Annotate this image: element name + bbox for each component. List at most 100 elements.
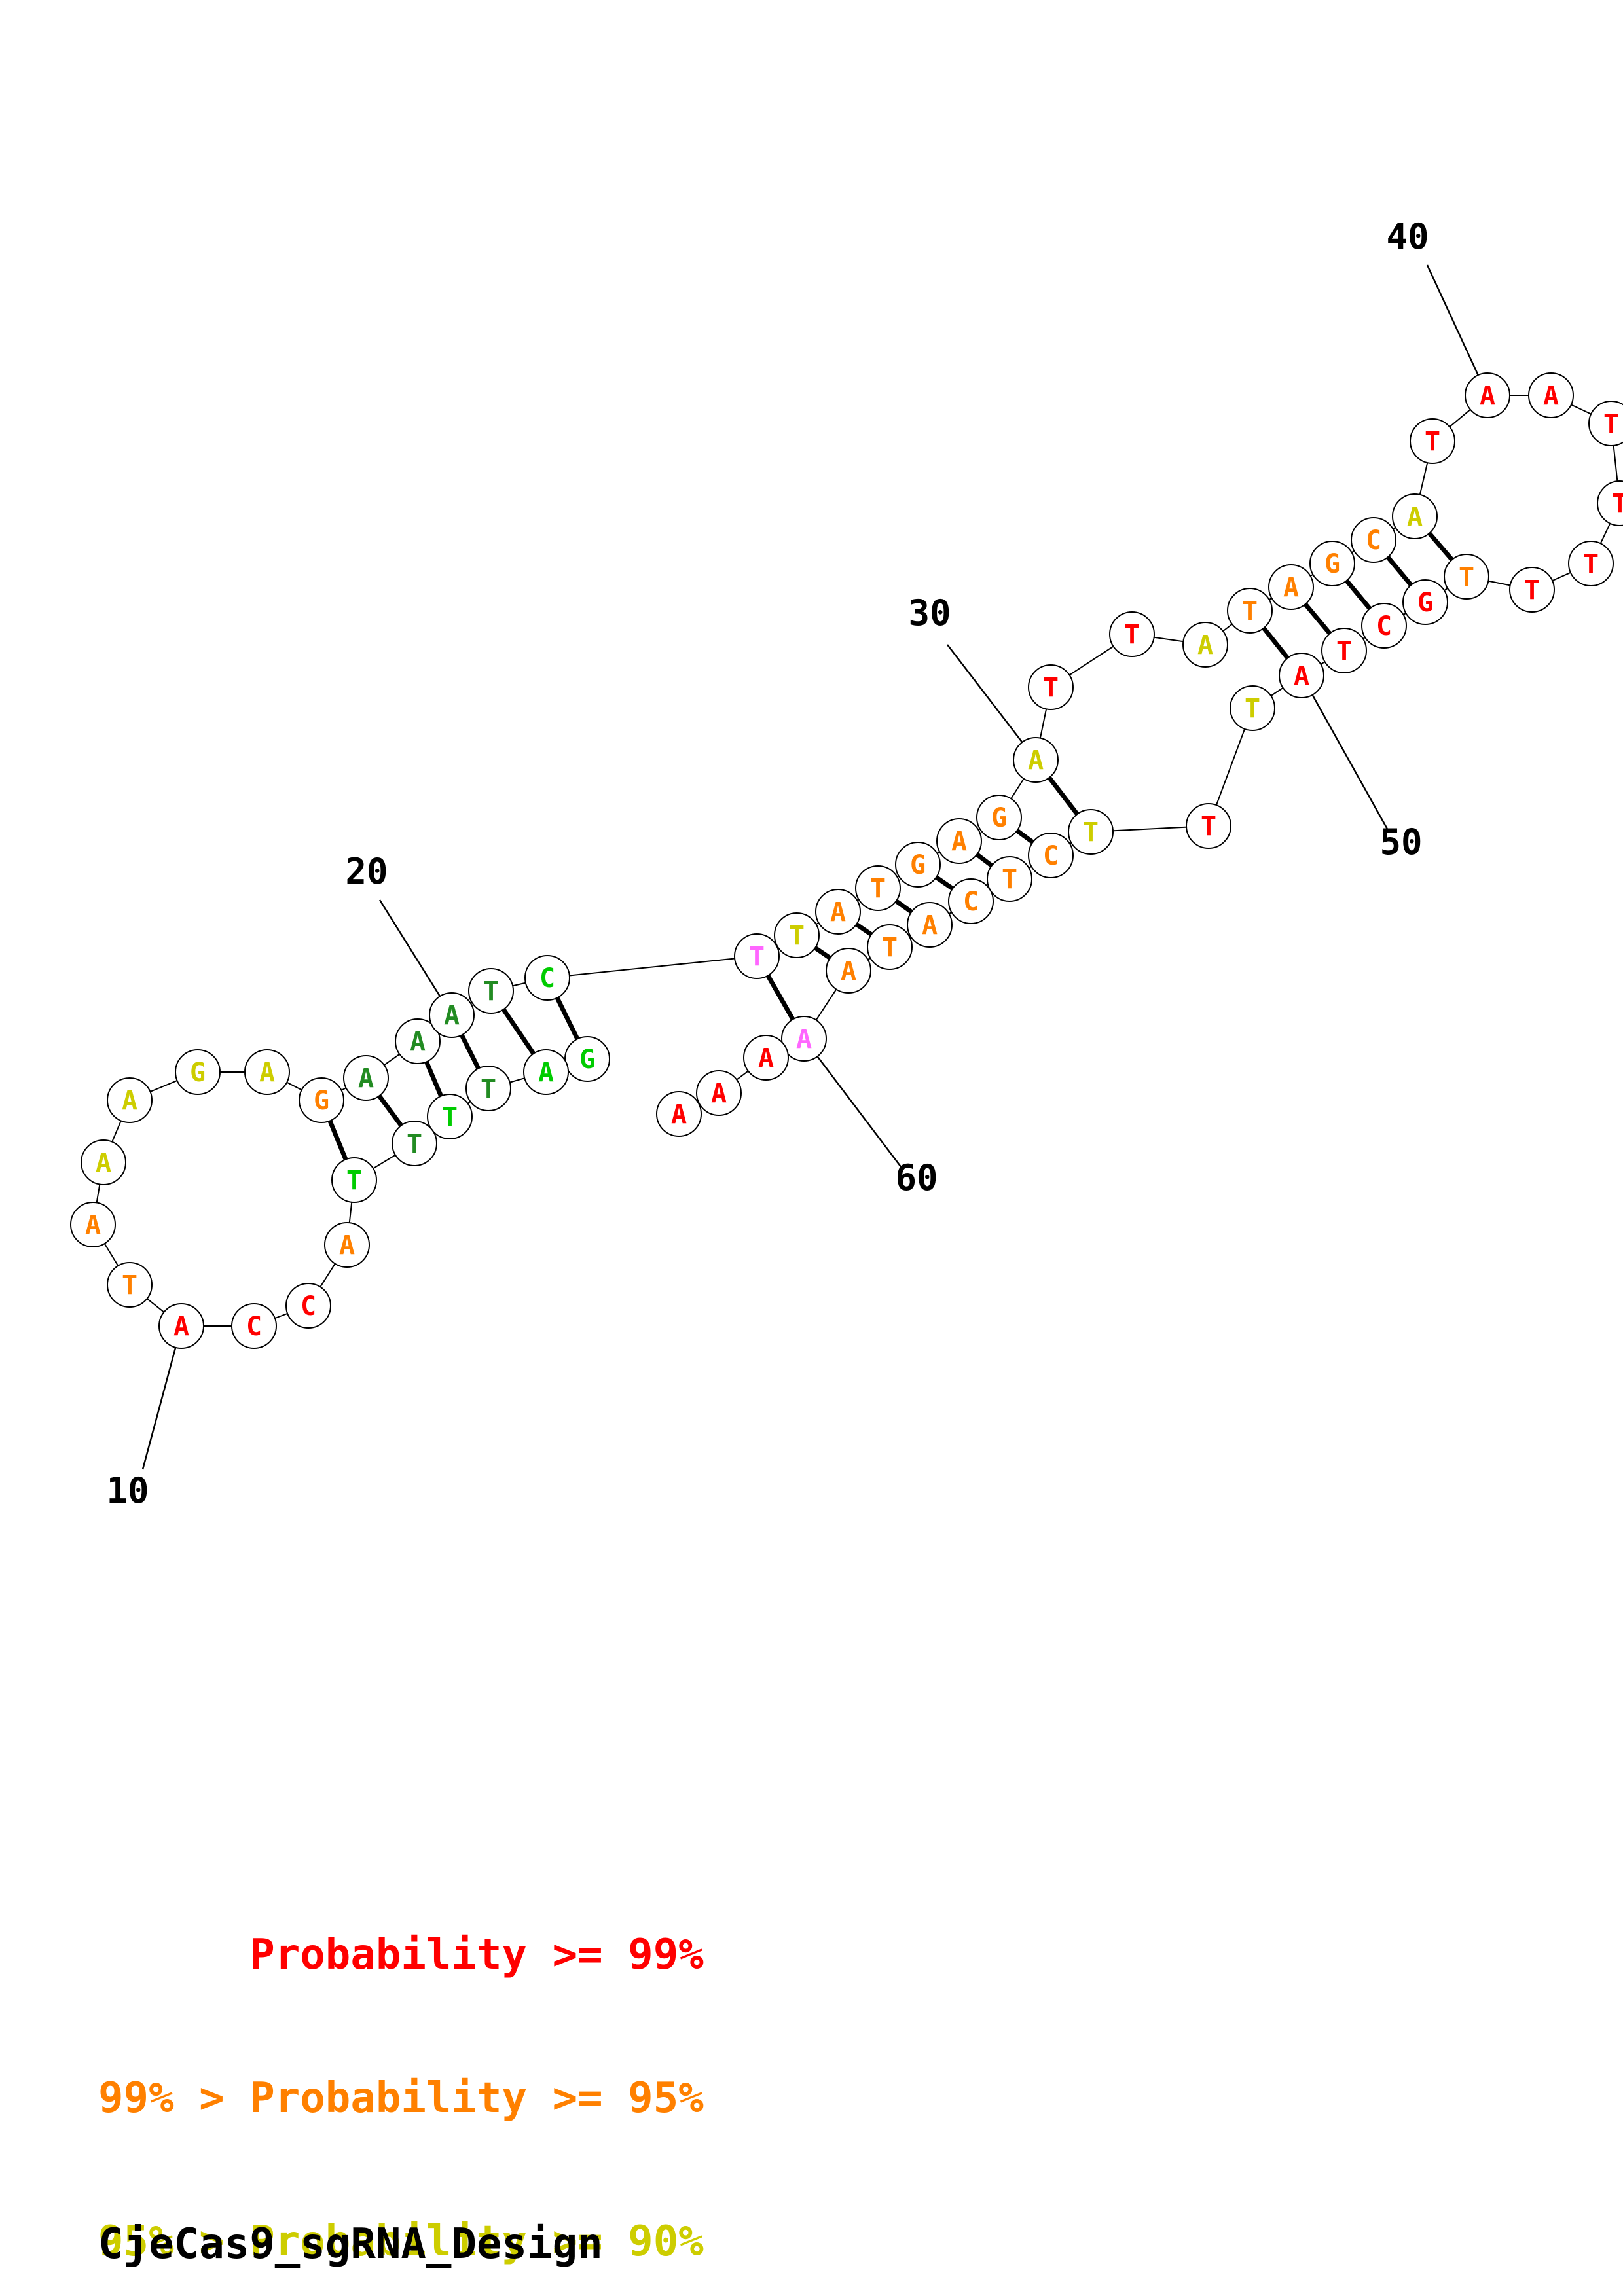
nucleotide-base: T [481,1074,496,1104]
nucleotide: C [524,955,570,1001]
nucleotide-circle [1028,833,1074,878]
nucleotide-base: T [1201,812,1216,842]
nucleotide-circle [774,912,820,958]
nucleotide: T [1597,480,1623,526]
nucleotide-circle [331,1157,377,1203]
position-leader-line [803,1038,904,1171]
nucleotide: A [343,1055,389,1101]
nucleotide-circle [564,1036,610,1082]
nucleotide-circle [1351,517,1396,563]
nucleotide-circle [781,1016,827,1062]
nucleotide: T [774,912,820,958]
nucleotide-base: C [301,1291,316,1321]
nucleotide-base: T [1459,562,1474,592]
nucleotide-base: G [991,803,1007,833]
nucleotide-circle [429,992,475,1038]
nucleotide-circle [395,1018,441,1064]
nucleotide: A [158,1303,204,1349]
nucleotide-circle [948,878,994,924]
nucleotide-base: T [882,933,898,963]
nucleotide-circle [1186,803,1231,849]
position-label: 60 [895,1157,938,1198]
nucleotide-base: A [841,956,856,986]
nucleotide-base: G [1417,588,1433,618]
nucleotide-circle [1597,480,1623,526]
nucleotide-base: C [539,963,555,994]
nucleotide-base: T [1245,694,1260,724]
nucleotide: G [976,795,1022,840]
nucleotide: T [465,1066,511,1111]
nucleotide-circle [1268,564,1314,610]
nucleotide: T [107,1262,153,1308]
nucleotide-circle [1402,579,1448,625]
position-leader-line [141,1325,183,1470]
nucleotide-circle [656,1091,702,1137]
nucleotide-base: A [1407,502,1423,532]
nucleotide-base: T [1603,409,1619,439]
nucleotide-circle [1321,628,1367,673]
nucleotide: T [987,856,1032,902]
nucleotide-circle [987,856,1032,902]
nucleotide-base: C [1376,611,1392,641]
nucleotide: T [427,1094,473,1139]
nucleotide: T [331,1157,377,1203]
nucleotide-circle [468,968,514,1014]
nucleotide: T [468,968,514,1014]
nucleotide-circle [1279,653,1324,698]
nucleotide: C [231,1303,277,1349]
nucleotide-base: T [1425,427,1440,457]
nucleotide: T [392,1121,437,1166]
nucleotide: A [429,992,475,1038]
nucleotide-circle [244,1049,290,1095]
nucleotide-circle [1230,685,1275,731]
nucleotide: A [815,889,861,935]
position-label: 30 [908,592,951,634]
nucleotide: A [107,1077,153,1123]
nucleotide: G [564,1036,610,1082]
nucleotide-base: A [122,1086,137,1116]
nucleotide-base: A [1028,745,1044,776]
nucleotide: A [523,1049,569,1095]
nucleotide: T [1444,554,1489,600]
nucleotide: A [244,1049,290,1095]
nucleotide: A [743,1035,789,1081]
nucleotide-circle [231,1303,277,1349]
nucleotide-circle [81,1139,126,1185]
nucleotide-circle [1068,809,1114,855]
nucleotide: A [1465,372,1510,418]
nucleotide: T [1186,803,1231,849]
nucleotide-circle [1528,372,1574,418]
nucleotide-base: T [1336,636,1352,666]
nucleotide-circle [1013,737,1059,783]
nucleotide: A [1392,493,1438,539]
nucleotide-circle [907,902,953,948]
nucleotide-base: G [579,1045,595,1075]
nucleotide: T [1568,541,1614,586]
nucleotide-base: T [1583,549,1599,579]
nucleotide-base: A [922,910,938,941]
nucleotide-circle [1309,541,1355,586]
legend-row: 95% > Probability >= 90% [98,2217,704,2266]
nucleotide-base: A [1480,381,1495,411]
nucleotide-base: A [1294,661,1309,691]
nucleotide-circle [1028,664,1074,710]
nucleotide-circle [465,1066,511,1111]
nucleotide: A [81,1139,126,1185]
position-leader-line [1300,675,1391,833]
nucleotide-circle [895,842,941,888]
nucleotide-circle [826,948,871,994]
nucleotide-base: A [538,1058,554,1088]
nucleotide-base: T [1242,596,1258,626]
nucleotide-base: A [951,827,967,857]
nucleotide-base: A [1543,381,1559,411]
nucleotide: C [285,1283,331,1329]
nucleotide-base: A [410,1027,426,1057]
nucleotide-base: C [246,1312,262,1342]
nucleotide-base: A [339,1230,355,1261]
nucleotide-base: T [1524,575,1540,605]
nucleotide-circle [696,1070,742,1116]
position-label: 40 [1386,216,1429,257]
nucleotide-circle [936,818,982,864]
nucleotide-base: G [910,850,926,880]
nucleotide-base: G [314,1086,329,1116]
